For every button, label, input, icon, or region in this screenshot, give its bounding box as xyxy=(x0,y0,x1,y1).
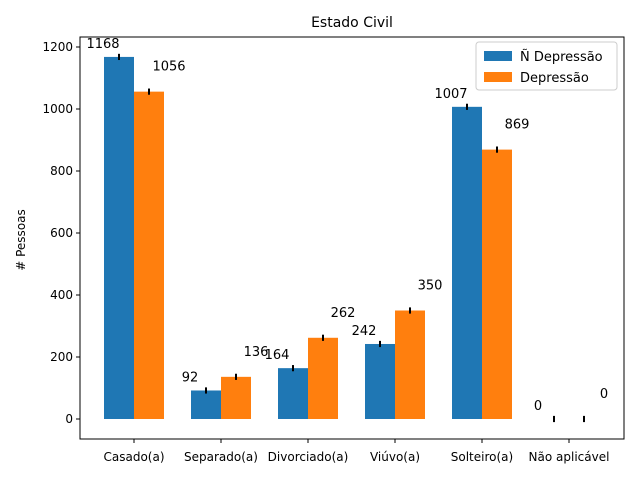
legend-label: Ñ Depressão xyxy=(520,49,603,65)
bar xyxy=(365,343,395,419)
data-label: 1056 xyxy=(152,60,185,75)
x-tick-label: Não aplicável xyxy=(529,450,610,464)
x-tick-label: Viúvo(a) xyxy=(370,450,420,464)
y-tick-label: 1200 xyxy=(42,40,73,54)
data-label: 262 xyxy=(331,306,356,321)
bar xyxy=(482,149,512,420)
chart-title: Estado Civil xyxy=(311,15,393,31)
x-tick-label: Separado(a) xyxy=(184,450,258,464)
y-tick-label: 200 xyxy=(50,350,73,364)
legend: Ñ Depressão Depressão xyxy=(475,41,618,91)
data-label: 350 xyxy=(418,279,443,294)
data-label: 1168 xyxy=(86,37,119,52)
bar xyxy=(452,106,482,419)
bar xyxy=(221,376,251,419)
bar xyxy=(191,390,221,419)
data-label: 0 xyxy=(600,387,608,402)
bar xyxy=(104,56,134,420)
x-tick-label: Casado(a) xyxy=(103,450,164,464)
data-label: 242 xyxy=(352,324,377,339)
data-label: 869 xyxy=(505,118,530,133)
data-label: 164 xyxy=(265,348,290,363)
data-label: 136 xyxy=(244,345,269,360)
legend-swatch xyxy=(484,72,512,82)
plot-frame xyxy=(79,36,625,440)
x-tick-label: Solteiro(a) xyxy=(451,450,513,464)
bar xyxy=(395,310,425,419)
y-tick-label: 400 xyxy=(50,288,73,302)
y-tick-label: 1000 xyxy=(42,102,73,116)
y-tick-label: 0 xyxy=(65,412,73,426)
x-tick-label: Divorciado(a) xyxy=(268,450,349,464)
bar xyxy=(278,368,308,419)
y-tick-label: 800 xyxy=(50,164,73,178)
legend-swatch xyxy=(484,51,512,61)
plot-area: 0 200 400 600 800 1000 1200 1168 92 164 242 1007 0 10… xyxy=(42,37,609,464)
data-label: 0 xyxy=(534,399,542,414)
legend-label: Depressão xyxy=(520,71,589,86)
y-axis-label: # Pessoas xyxy=(14,209,28,271)
bar xyxy=(308,337,338,419)
y-tick-label: 600 xyxy=(50,226,73,240)
data-label: 1007 xyxy=(434,87,467,102)
data-label: 92 xyxy=(182,370,199,385)
bar xyxy=(134,91,164,419)
